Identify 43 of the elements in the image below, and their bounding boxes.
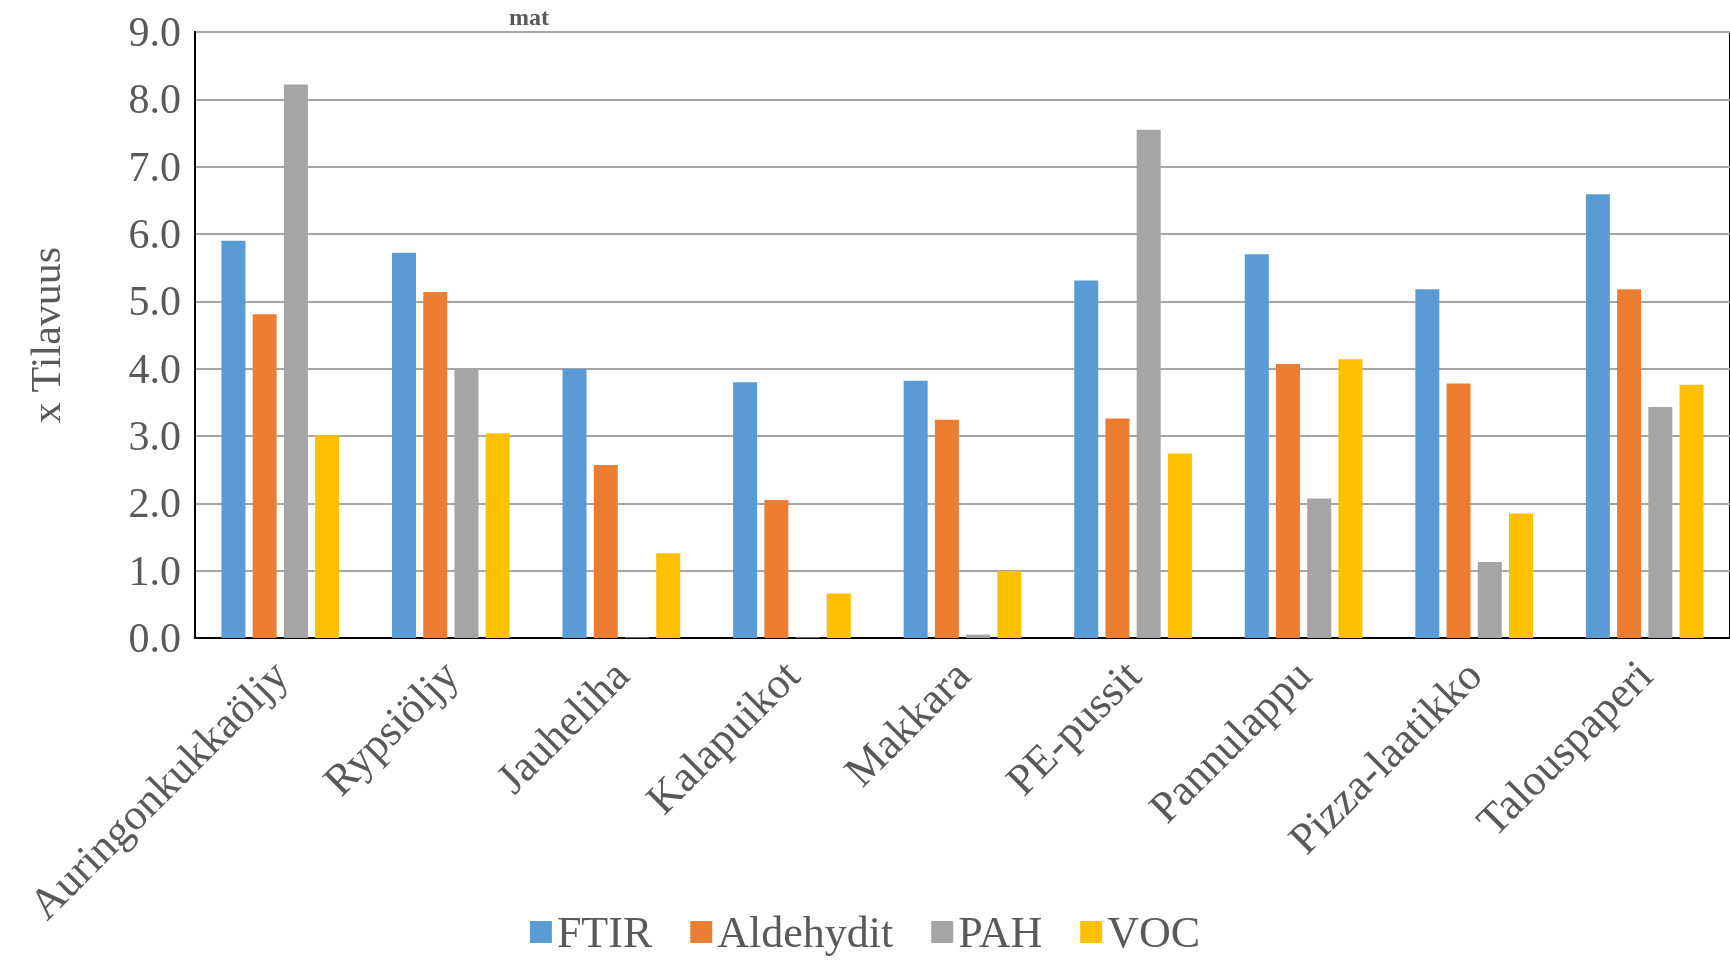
bar bbox=[764, 499, 789, 638]
y-tick-label: 4.0 bbox=[128, 345, 181, 392]
y-tick-label: 8.0 bbox=[128, 76, 181, 123]
bar bbox=[1338, 359, 1363, 638]
y-tick-label: 0.0 bbox=[128, 615, 181, 661]
legend-label: PAH bbox=[958, 907, 1043, 957]
y-tick-label: 7.0 bbox=[128, 143, 181, 190]
bar bbox=[1244, 254, 1269, 638]
bar bbox=[1446, 383, 1471, 638]
y-tick-label: 3.0 bbox=[128, 413, 181, 459]
bar bbox=[1415, 289, 1440, 638]
chart-title: mat bbox=[509, 4, 549, 30]
y-axis-title: x Tilavuus bbox=[23, 246, 69, 424]
bar bbox=[562, 368, 587, 638]
y-tick-label: 2.0 bbox=[128, 480, 181, 527]
bar bbox=[997, 571, 1022, 638]
bar bbox=[934, 419, 959, 638]
legend-label: VOC bbox=[1107, 907, 1201, 957]
bar bbox=[733, 382, 758, 638]
legend-label: FTIR bbox=[556, 907, 653, 957]
bar bbox=[221, 240, 246, 638]
legend-label: Aldehydit bbox=[717, 907, 894, 957]
y-tick-label: 9.0 bbox=[128, 9, 181, 55]
bar bbox=[391, 252, 417, 638]
bar bbox=[485, 433, 510, 638]
bar bbox=[315, 435, 340, 638]
y-tick-label: 6.0 bbox=[128, 211, 181, 257]
bar bbox=[1074, 280, 1099, 638]
bar bbox=[656, 553, 681, 638]
bar bbox=[593, 464, 618, 638]
bar bbox=[903, 380, 928, 638]
bar bbox=[826, 593, 851, 638]
bar bbox=[1275, 363, 1301, 638]
bar bbox=[1508, 513, 1534, 638]
bar bbox=[1167, 453, 1192, 638]
bar bbox=[1679, 384, 1704, 638]
bar bbox=[423, 291, 448, 638]
y-tick-label: 5.0 bbox=[128, 278, 181, 325]
bar bbox=[1585, 194, 1610, 638]
bar bbox=[252, 314, 277, 638]
y-tick-label: 1.0 bbox=[128, 547, 181, 594]
bar bbox=[1105, 418, 1130, 638]
bar bbox=[1617, 289, 1642, 638]
